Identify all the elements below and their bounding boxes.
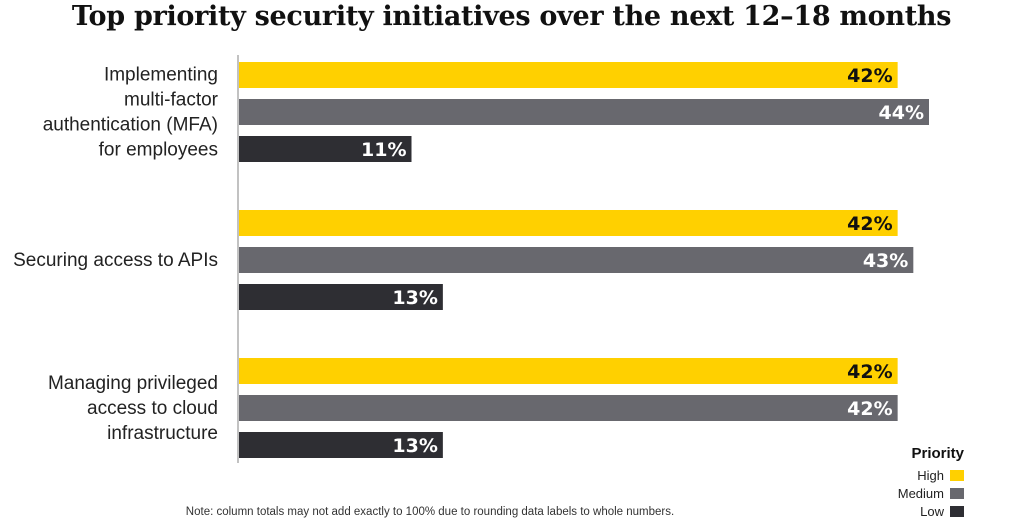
data-label-high-1: 42%	[847, 213, 892, 235]
category-label-2: Managing privileged access to cloud infras…	[48, 373, 218, 444]
data-label-low-1: 13%	[392, 287, 437, 309]
data-label-high-2: 42%	[847, 361, 892, 383]
data-label-medium-0: 44%	[879, 102, 924, 124]
legend-item-medium: Medium	[898, 484, 964, 502]
legend-title: Priority	[911, 445, 964, 462]
legend-label: Medium	[897, 485, 944, 501]
data-label-medium-2: 42%	[847, 398, 892, 420]
bar-high-0	[239, 62, 898, 88]
legend-swatch-medium	[950, 487, 964, 499]
legend-item-low: Low	[898, 502, 964, 520]
chart-title: Top priority security initiatives over t…	[71, 1, 952, 32]
legend-label: Low	[920, 503, 944, 519]
footnote: Note: column totals may not add exactly …	[185, 506, 675, 518]
data-label-low-0: 11%	[361, 139, 406, 161]
bar-medium-1	[239, 247, 914, 273]
bar-high-2	[239, 358, 898, 384]
bar-low-0	[239, 136, 412, 162]
bar-high-1	[239, 210, 898, 236]
bar-medium-0	[239, 99, 929, 125]
bar-medium-2	[239, 395, 898, 421]
legend-item-high: High	[898, 466, 964, 484]
legend-label: High	[917, 467, 944, 483]
data-label-high-0: 42%	[847, 65, 892, 87]
legend-swatch-high	[950, 469, 964, 481]
bar-low-1	[239, 284, 443, 310]
data-label-medium-1: 43%	[863, 250, 908, 272]
category-label-1: Securing access to APIs	[13, 250, 218, 271]
data-label-low-2: 13%	[392, 435, 437, 457]
category-label-0: Implementing multi-factor authentication (…	[43, 65, 219, 161]
legend: High Medium Low	[898, 466, 964, 520]
bar-low-2	[239, 432, 443, 458]
legend-swatch-low	[950, 505, 964, 517]
